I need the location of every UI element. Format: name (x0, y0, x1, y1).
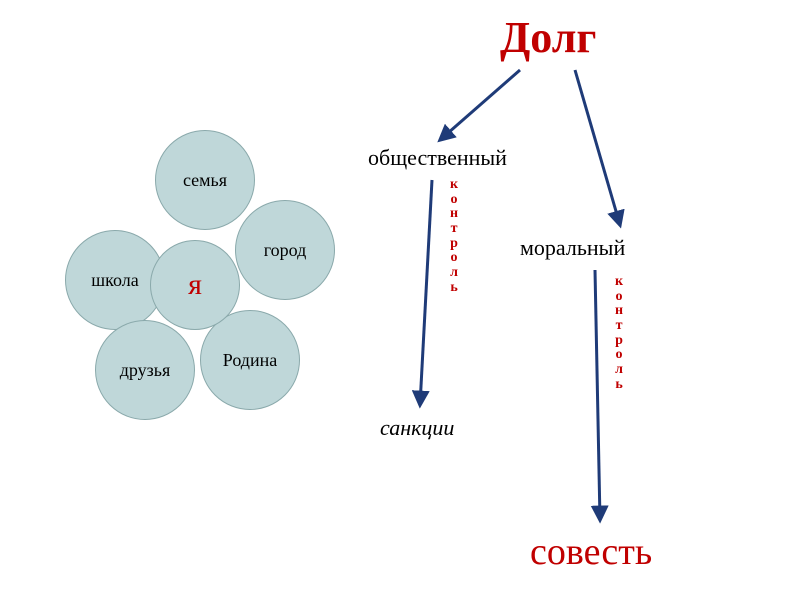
arrow-to-moral (575, 70, 620, 225)
arrows-layer (0, 0, 800, 600)
arrow-to-public (440, 70, 520, 140)
diagram-stage: Долг общественный моральный санкции сове… (0, 0, 800, 600)
arrow-to-sanc (420, 180, 432, 405)
arrow-to-cons (595, 270, 600, 520)
